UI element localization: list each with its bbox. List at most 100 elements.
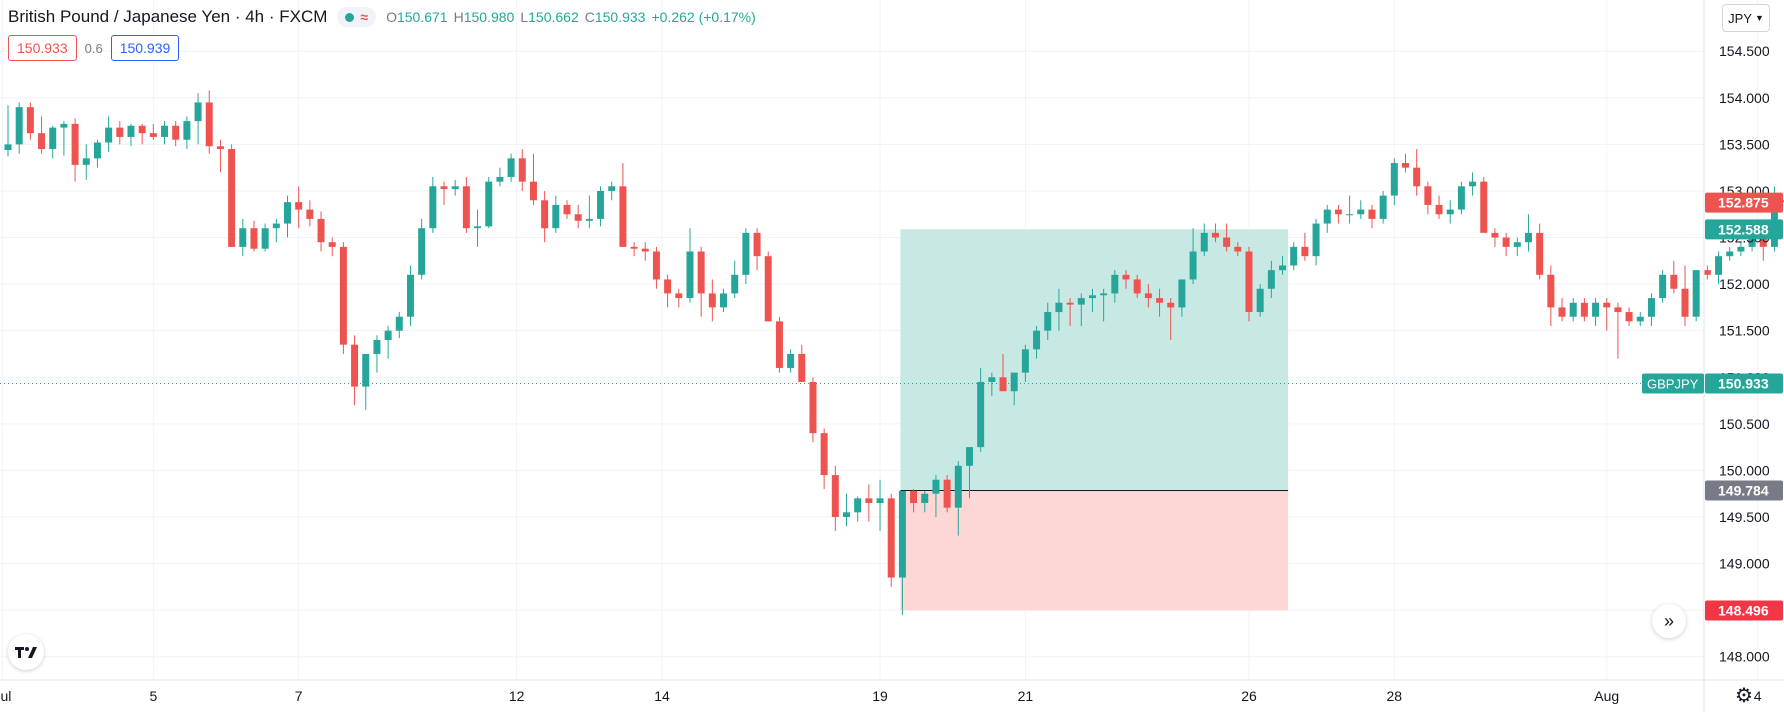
candle-body [1234, 247, 1241, 252]
candle-body [139, 126, 146, 133]
candle-body [1391, 163, 1398, 196]
tradingview-logo-icon[interactable] [8, 634, 44, 670]
candle-body [552, 205, 559, 228]
candle-body [1011, 373, 1018, 392]
candle-body [1134, 279, 1141, 293]
candle-body [653, 252, 660, 280]
candle-body [664, 279, 671, 293]
candle-body [1536, 233, 1543, 275]
candle-body [709, 293, 716, 307]
candle-body [1682, 289, 1689, 317]
candle-body [206, 102, 213, 146]
candle-body [385, 331, 392, 340]
candle-body [72, 124, 79, 165]
candle-body [318, 219, 325, 242]
candle-body [1436, 205, 1443, 214]
candle-body [1123, 275, 1130, 280]
price-label-text: 152.875 [1718, 195, 1769, 211]
candle-body [351, 345, 358, 387]
candle-body [519, 158, 526, 181]
time-axis-tick-label: 26 [1241, 688, 1257, 704]
candle-body [1693, 270, 1700, 317]
candle-body [1570, 303, 1577, 317]
candle-body [586, 219, 593, 221]
candle-body [1357, 210, 1364, 215]
sell-price-button[interactable]: 150.933 [8, 35, 77, 61]
price-axis-tick-label: 149.000 [1719, 556, 1770, 572]
candle-body [452, 186, 459, 189]
candle-body [295, 202, 302, 209]
candle-body [698, 252, 705, 294]
double-chevron-right-icon: » [1664, 611, 1674, 632]
candle-body [1201, 233, 1208, 252]
candle-body [485, 182, 492, 227]
candle-body [597, 191, 604, 219]
scroll-to-realtime-button[interactable]: » [1652, 604, 1686, 638]
candle-body [564, 205, 571, 214]
candle-body [977, 382, 984, 447]
candle-body [474, 226, 481, 228]
candle-body [575, 214, 582, 221]
candle-body [127, 126, 134, 137]
candle-body [83, 158, 90, 165]
candle-body [1581, 303, 1588, 317]
candle-body [105, 128, 112, 143]
candle-body [150, 133, 157, 137]
buy-price-button[interactable]: 150.939 [111, 35, 180, 61]
time-axis-tick-label: 12 [509, 688, 525, 704]
candle-body [642, 249, 649, 252]
price-axis-tick-label: 151.500 [1719, 323, 1770, 339]
currency-label: JPY [1728, 11, 1752, 26]
time-axis-tick-label: 7 [295, 688, 303, 704]
symbol-title[interactable]: British Pound / Japanese Yen · 4h · FXCM [8, 7, 327, 27]
candle-body [1559, 307, 1566, 316]
candle-body [1704, 270, 1711, 275]
market-status-pill[interactable]: ≈ [337, 7, 376, 27]
candle-body [865, 498, 872, 503]
candle-body [932, 480, 939, 494]
candle-body [608, 186, 615, 191]
candle-body [49, 128, 56, 149]
candle-body [1592, 303, 1599, 317]
candle-body [1078, 298, 1085, 305]
price-axis-tick-label: 149.500 [1719, 509, 1770, 525]
candle-body [843, 512, 850, 517]
candle-body [116, 128, 123, 137]
position-zones [900, 229, 1288, 610]
candle-body [161, 126, 168, 137]
time-axis-tick-label: 5 [149, 688, 157, 704]
candle-body [1100, 293, 1107, 295]
candle-body [16, 107, 23, 144]
candle-body [250, 228, 257, 248]
candle-body [1245, 252, 1252, 313]
candle-body [441, 186, 448, 189]
gear-icon[interactable]: ⚙ [1733, 684, 1755, 706]
currency-dropdown[interactable]: JPY ▼ [1722, 4, 1770, 32]
candle-body [720, 293, 727, 307]
candle-body [1726, 252, 1733, 257]
candle-body [1424, 186, 1431, 205]
candle-body [1469, 182, 1476, 187]
candle-body [921, 494, 928, 503]
price-axis-tick-label: 153.500 [1719, 136, 1770, 152]
candle-body [530, 182, 537, 201]
price-label-text: 148.496 [1718, 603, 1769, 619]
candle-body [877, 498, 884, 503]
ohlc-values: O150.671 H150.980 L150.662 C150.933 +0.2… [386, 9, 756, 25]
market-open-dot-icon [345, 13, 354, 22]
candle-body [754, 233, 761, 256]
candle-body [217, 146, 224, 149]
close-value: 150.933 [595, 9, 646, 25]
candle-body [1044, 312, 1051, 331]
price-label-text: 149.784 [1718, 483, 1769, 499]
candles [5, 90, 1784, 614]
candle-body [1491, 233, 1498, 238]
time-axis-tick-label: 14 [654, 688, 670, 704]
candle-body [1480, 182, 1487, 233]
price-axis-tick-label: 154.500 [1719, 43, 1770, 59]
candle-body [988, 377, 995, 382]
candle-body [731, 275, 738, 294]
